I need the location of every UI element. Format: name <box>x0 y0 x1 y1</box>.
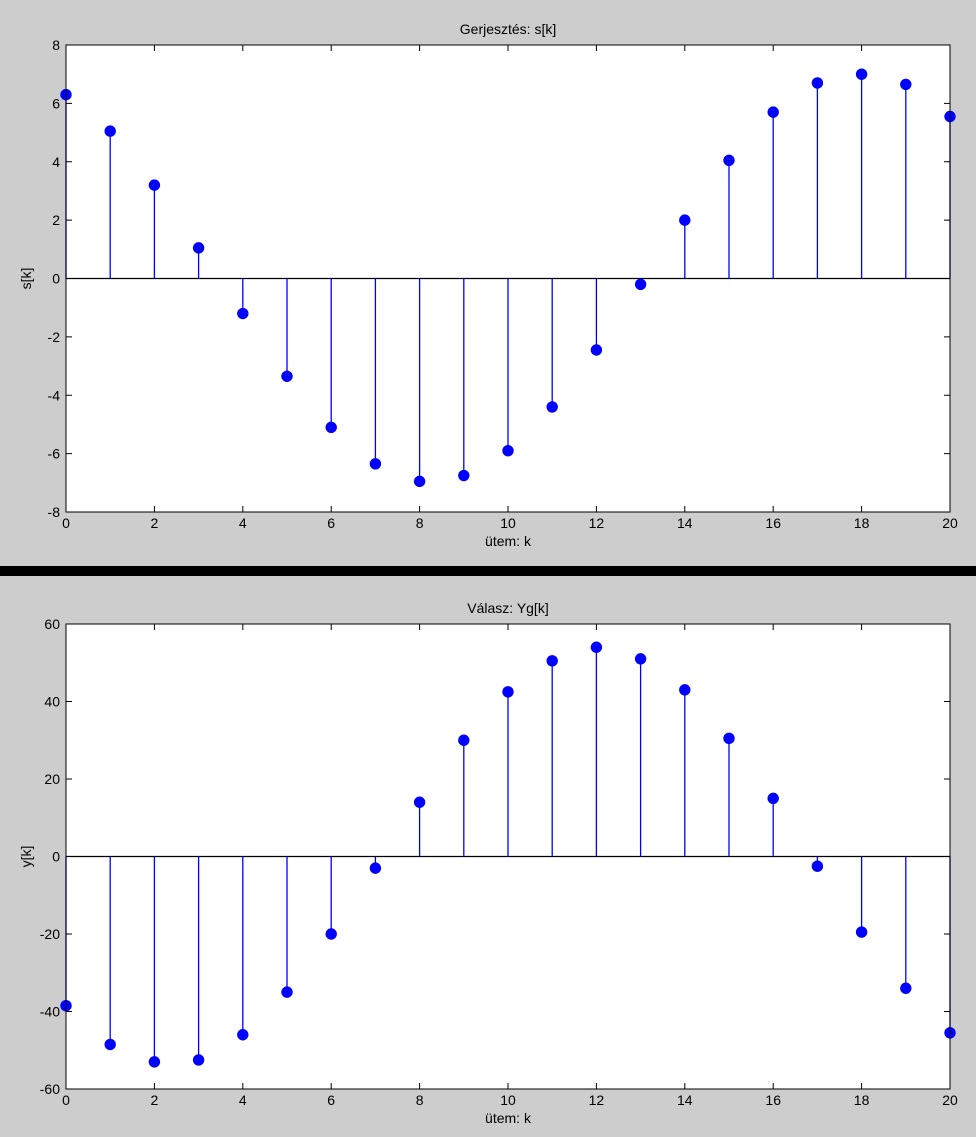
y-axis-label: y[k] <box>18 846 34 868</box>
stem-marker <box>148 179 161 191</box>
panel-separator <box>0 566 976 576</box>
stem-marker <box>679 214 691 226</box>
stem-marker <box>811 77 824 89</box>
stem-marker <box>192 1054 205 1066</box>
stem-marker <box>811 860 824 872</box>
stem-marker <box>767 106 779 118</box>
y-tick-label: -8 <box>48 504 61 520</box>
stem-marker <box>325 421 337 434</box>
x-tick-label: 10 <box>500 515 516 531</box>
y-tick-label: -60 <box>40 1081 60 1097</box>
stem-marker <box>325 928 337 940</box>
stem-marker <box>634 278 647 291</box>
y-tick-label: 4 <box>52 154 60 170</box>
stem-marker <box>590 641 603 653</box>
stem-marker <box>104 125 116 137</box>
stem-marker <box>281 370 293 382</box>
x-tick-label: 18 <box>854 515 870 531</box>
stem-marker <box>413 475 426 488</box>
stem-marker <box>502 686 514 698</box>
y-tick-label: 6 <box>52 95 60 111</box>
x-tick-label: 12 <box>589 1092 605 1108</box>
y-axis-label: s[k] <box>18 268 34 290</box>
stem-marker <box>237 307 249 320</box>
x-tick-label: 0 <box>62 515 70 531</box>
stem-marker <box>679 684 691 696</box>
stem-marker <box>767 792 779 805</box>
stem-marker <box>192 242 205 254</box>
stem-marker <box>723 732 735 745</box>
stem-marker <box>546 401 558 413</box>
y-tick-label: 0 <box>52 271 60 287</box>
stem-marker <box>369 458 382 470</box>
chart-panel-response: Válasz: Yg[k] 0 2 4 6 8 10 12 14 16 18 20 -60 -40 -20 0… <box>0 576 976 1137</box>
x-tick-label: 0 <box>62 1092 70 1108</box>
y-tick-label: 2 <box>52 212 60 228</box>
y-tick-label: 8 <box>52 37 60 53</box>
x-tick-label: 12 <box>589 515 605 531</box>
x-tick-label: 8 <box>416 515 424 531</box>
stem-marker <box>546 655 558 667</box>
x-tick-label: 4 <box>239 515 247 531</box>
chart-title: Gerjesztés: s[k] <box>460 21 556 37</box>
x-tick-label: 2 <box>151 515 159 531</box>
stem-marker <box>458 469 470 482</box>
y-tick-label: -4 <box>48 387 61 403</box>
x-tick-label: 8 <box>416 1092 424 1108</box>
x-tick-label: 6 <box>327 515 335 531</box>
stem-marker <box>237 1029 249 1041</box>
stem-marker <box>900 982 912 994</box>
x-axis-label: ütem: k <box>485 1110 532 1126</box>
stem-marker <box>104 1038 116 1051</box>
chart-panel-excitation: Gerjesztés: s[k] 0 2 4 6 8 10 12 14 16 18 20 -8 -6 -4-… <box>0 0 976 566</box>
y-tick-label: 20 <box>44 771 60 787</box>
x-tick-label: 18 <box>854 1092 870 1108</box>
x-axis-label: ütem: k <box>485 533 532 549</box>
x-tick-label: 20 <box>942 515 958 531</box>
response-stem-chart: Válasz: Yg[k] 0 2 4 6 8 10 12 14 16 18 20 -60 -40 -20 0… <box>18 600 958 1126</box>
x-tick-label: 10 <box>500 1092 516 1108</box>
stem-marker <box>900 78 912 91</box>
x-tick-label: 16 <box>765 1092 781 1108</box>
stem-marker <box>413 796 426 808</box>
y-tick-label: 40 <box>44 694 60 710</box>
y-tick-label: 0 <box>52 849 60 865</box>
excitation-stem-chart: Gerjesztés: s[k]0 2 4 6 8 10 12 14 16 18 20-8-6-4-… <box>18 21 958 549</box>
x-tick-label: 20 <box>942 1092 958 1108</box>
stem-marker <box>723 154 735 166</box>
y-tick-label: -40 <box>40 1004 60 1020</box>
x-tick-label: 14 <box>677 1092 693 1108</box>
stem-marker <box>590 344 603 356</box>
y-tick-label: -20 <box>40 926 60 942</box>
y-tick-label: -6 <box>48 446 61 462</box>
y-tick-label: 60 <box>44 616 60 632</box>
y-tick-label: -2 <box>48 329 61 345</box>
x-tick-label: 16 <box>765 515 781 531</box>
x-tick-label: 4 <box>239 1092 247 1108</box>
chart-title: Válasz: Yg[k] <box>467 600 548 616</box>
x-tick-label: 6 <box>327 1092 335 1108</box>
stem-marker <box>855 68 868 80</box>
x-tick-label: 14 <box>677 515 693 531</box>
stem-marker <box>634 653 647 665</box>
stem-marker <box>502 445 514 457</box>
stem-marker <box>458 734 470 746</box>
x-tick-label: 2 <box>151 1092 159 1108</box>
stem-marker <box>281 986 293 998</box>
stem-marker <box>369 862 382 874</box>
stem-marker <box>148 1056 161 1068</box>
stem-marker <box>855 926 868 938</box>
